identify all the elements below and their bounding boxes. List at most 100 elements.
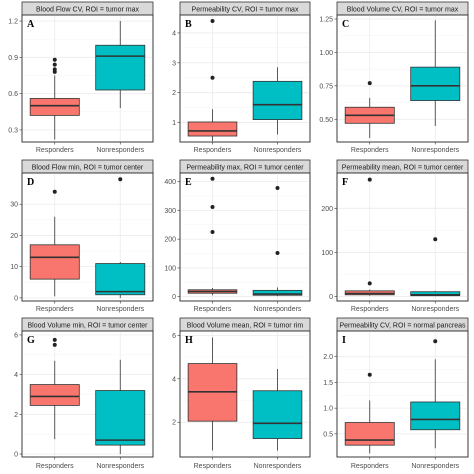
x-tick-label: Responders xyxy=(351,147,389,154)
y-tick-label: 0 xyxy=(14,295,18,302)
outlier-point xyxy=(52,69,57,74)
y-tick-label: 2 xyxy=(172,90,176,97)
panel-border xyxy=(179,330,311,458)
x-tick-label: Nonresponders xyxy=(254,147,302,154)
x-tick-label: Responders xyxy=(194,306,232,313)
box-responders xyxy=(29,98,80,116)
box-nonresponders xyxy=(95,263,146,296)
panel-title: Permeability CV, ROI = normal pancreas xyxy=(340,323,466,330)
y-tick-label: 0.9 xyxy=(8,55,18,62)
y-tick-label: 10 xyxy=(10,264,18,271)
y-tick-label: 200 xyxy=(321,206,333,213)
plot-area xyxy=(336,172,469,302)
outlier-point xyxy=(210,176,215,181)
outlier-point xyxy=(118,177,123,182)
y-tick-label: 0 xyxy=(329,294,333,301)
x-tick-label: Responders xyxy=(194,463,232,470)
y-tick-label: 3 xyxy=(172,60,176,67)
outlier-point xyxy=(52,62,57,67)
box-nonresponders xyxy=(252,80,303,120)
panel-letter: B xyxy=(185,19,192,30)
x-tick-label: Responders xyxy=(194,147,232,154)
x-tick-label: Nonresponders xyxy=(96,147,144,154)
panel-title: Permeability mean, ROI = tumor center xyxy=(342,165,464,172)
panel-c: Blood Volume CV, ROI = tumor max 0.50 0.75… xyxy=(319,1,469,154)
panel-d: Blood Flow min, ROI = tumor center 0 10 20 3… xyxy=(10,159,154,313)
x-tick-label: Responders xyxy=(36,463,74,470)
outlier-point xyxy=(275,250,280,255)
panel-letter: I xyxy=(342,335,346,346)
panel-title: Blood Volume min, ROI = tumor center xyxy=(27,323,148,330)
outlier-point xyxy=(367,81,372,86)
y-tick-label: 6 xyxy=(172,333,176,340)
box-nonresponders xyxy=(410,66,461,101)
box-nonresponders xyxy=(410,291,461,297)
panel-letter: E xyxy=(185,177,192,188)
y-tick-label: 2 xyxy=(172,420,176,427)
y-tick-label: 30 xyxy=(10,202,18,209)
panel-letter: D xyxy=(27,177,34,188)
box-responders xyxy=(187,121,238,137)
outlier-point xyxy=(210,75,215,80)
y-tick-label: 0.5 xyxy=(323,431,333,438)
y-tick-label: 1.5 xyxy=(323,380,333,387)
box-nonresponders xyxy=(252,289,303,296)
panel-letter: G xyxy=(27,335,35,346)
panel-border xyxy=(179,14,311,143)
x-tick-label: Nonresponders xyxy=(96,306,144,313)
panel-border xyxy=(21,330,154,458)
y-tick-label: 2.0 xyxy=(323,354,333,361)
panel-letter: A xyxy=(27,19,35,30)
box-responders xyxy=(29,244,80,280)
panel-title: Permeability CV, ROI = tumor max xyxy=(192,7,299,14)
plot-area xyxy=(179,172,311,302)
y-tick-label: 0.50 xyxy=(319,117,333,124)
x-tick-label: Responders xyxy=(351,463,389,470)
outlier-point xyxy=(367,177,372,182)
y-tick-label: 2 xyxy=(14,412,18,419)
panel-border xyxy=(21,172,154,302)
panel-h: Blood Volume mean, ROI = tumor rim 2 4 6 Res… xyxy=(172,317,311,470)
panel-border xyxy=(336,330,469,458)
box-nonresponders xyxy=(95,44,146,91)
outlier-point xyxy=(210,229,215,234)
x-tick-label: Nonresponders xyxy=(411,147,459,154)
panel-a: Blood Flow CV, ROI = tumor max 0.3 0.6 0.9 1… xyxy=(8,1,154,154)
x-tick-label: Responders xyxy=(351,306,389,313)
x-tick-label: Nonresponders xyxy=(96,463,144,470)
box-responders xyxy=(344,422,395,446)
y-tick-label: 100 xyxy=(321,250,333,257)
outlier-point xyxy=(52,189,57,194)
x-tick-label: Responders xyxy=(36,306,74,313)
panel-title: Blood Flow min, ROI = tumor center xyxy=(32,165,144,172)
panel-letter: C xyxy=(342,19,349,30)
panel-border xyxy=(336,14,469,143)
x-tick-label: Nonresponders xyxy=(411,463,459,470)
panel-title: Permeability max, ROI = tumor center xyxy=(186,165,304,172)
outlier-point xyxy=(367,372,372,377)
panel-letter: F xyxy=(342,177,348,188)
panel-g: Blood Volume min, ROI = tumor center 0 2 4 6… xyxy=(14,317,154,470)
y-tick-label: 1.00 xyxy=(319,50,333,57)
panel-border xyxy=(21,14,154,143)
panel-border xyxy=(336,172,469,302)
y-tick-label: 4 xyxy=(172,30,176,37)
y-tick-label: 4 xyxy=(14,372,18,379)
outlier-point xyxy=(210,18,215,23)
box-nonresponders xyxy=(410,401,461,431)
y-tick-label: 1 xyxy=(172,120,176,127)
panel-title: Blood Volume CV, ROI = tumor max xyxy=(347,7,459,14)
y-tick-label: 1.25 xyxy=(319,17,333,24)
y-tick-label: 0 xyxy=(14,452,18,459)
y-tick-label: 4 xyxy=(172,376,176,383)
y-tick-label: 0.3 xyxy=(8,127,18,134)
panel-title: Blood Volume mean, ROI = tumor rim xyxy=(187,323,304,330)
panel-border xyxy=(179,172,311,302)
outlier-point xyxy=(367,281,372,286)
y-tick-label: 6 xyxy=(14,332,18,339)
outlier-point xyxy=(210,204,215,209)
y-tick-label: 1.0 xyxy=(323,406,333,413)
outlier-point xyxy=(433,339,438,344)
box-responders xyxy=(29,384,80,406)
